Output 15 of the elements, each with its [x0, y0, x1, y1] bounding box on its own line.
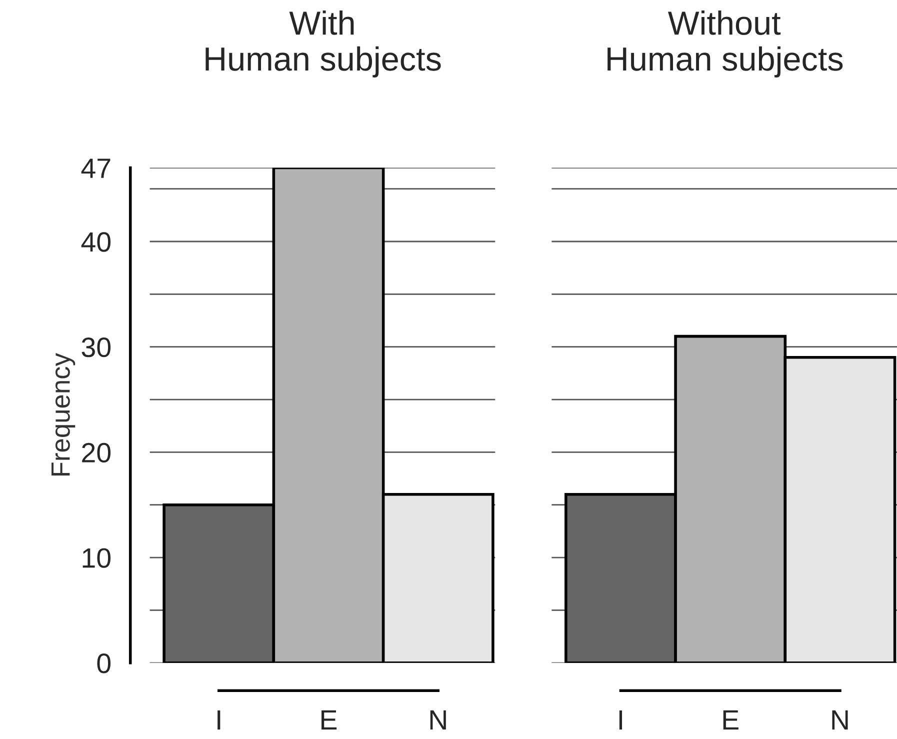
x-tick-label: N — [832, 710, 848, 730]
y-tick-label: 30 — [82, 338, 111, 358]
y-tick-label: 20 — [82, 442, 111, 463]
y-tick-label: 0 — [97, 654, 111, 674]
x-tick-label: I — [619, 710, 622, 730]
chart-title: Without Human subjects — [608, 10, 843, 78]
x-tick-label: E — [723, 710, 738, 730]
y-tick-label: 40 — [81, 232, 111, 252]
y-tick-label: 10 — [82, 548, 111, 568]
y-tick-label: 47 — [81, 158, 110, 178]
chart-title: With Human subjects — [206, 10, 441, 78]
x-tick-label: E — [322, 710, 337, 730]
x-tick-label: N — [430, 710, 446, 730]
x-tick-label: I — [218, 710, 220, 730]
y-axis-title: Frequency — [52, 353, 76, 476]
